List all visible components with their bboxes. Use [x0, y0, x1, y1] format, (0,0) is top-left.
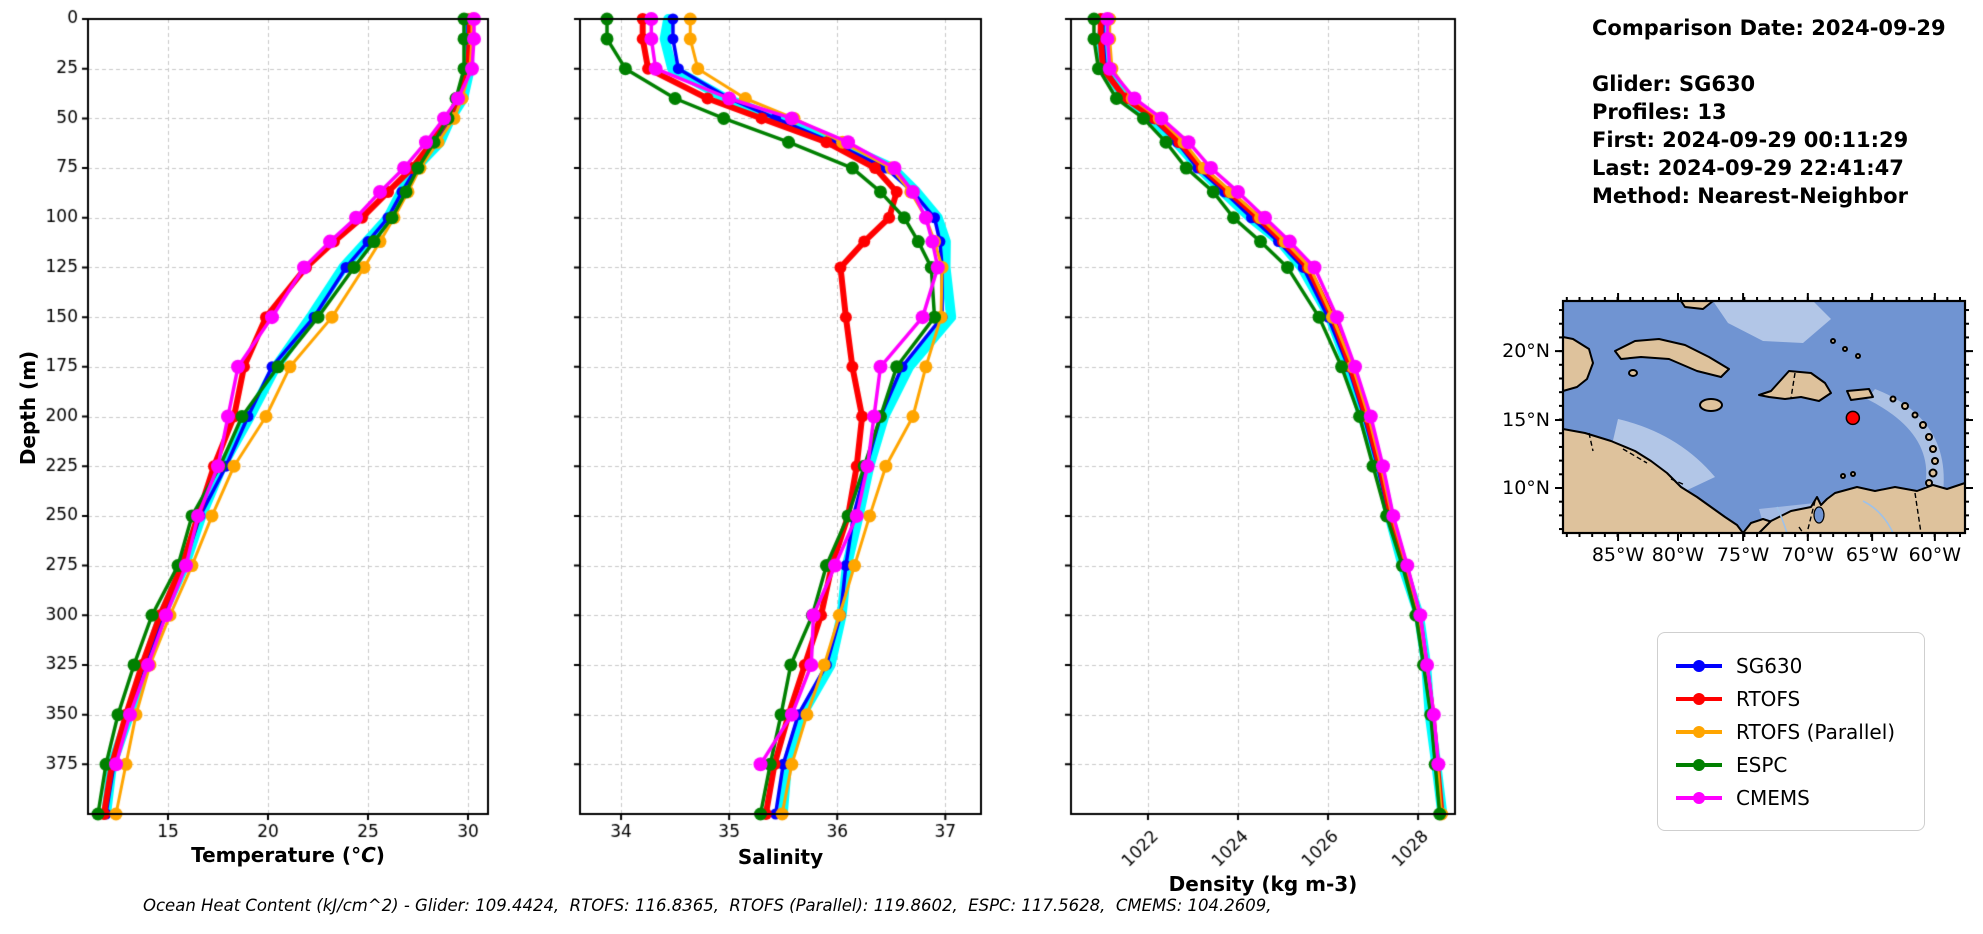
temperature-axis-label-text: Temperature ( — [191, 843, 352, 867]
map-lat-label: 15°N — [1502, 409, 1550, 431]
legend-item-sg630: SG630 — [1676, 649, 1906, 682]
info-line-0: Comparison Date: 2024-09-29 — [1592, 16, 1946, 40]
density-axis-label: Density (kg m-3) — [1168, 872, 1358, 896]
legend-label: RTOFS — [1736, 686, 1801, 711]
legend-line-swatch — [1676, 692, 1722, 705]
map-central-america — [1562, 428, 1744, 534]
map-lon-label: 60°W — [1909, 544, 1962, 563]
info-line-5: Last: 2024-09-29 22:41:47 — [1592, 156, 1904, 180]
temperature-axis-unit: °C — [351, 843, 376, 867]
map-jamaica — [1699, 398, 1723, 412]
map-inset-wrap: 85°W 80°W 75°W 70°W 65°W 60°W 20°N 15°N 10°N — [1501, 287, 1979, 566]
legend-marker-dot — [1693, 791, 1705, 804]
map-lake-maracaibo — [1813, 506, 1825, 524]
map-lon-label: 80°W — [1652, 544, 1705, 563]
info-line-3: Profiles: 13 — [1592, 100, 1727, 124]
map-lon-label: 70°W — [1782, 544, 1835, 563]
temperature-axis-label: Temperature (°C) — [88, 843, 488, 867]
map-puerto-rico — [1846, 388, 1874, 401]
series-legend: SG630 RTOFS RTOFS (Parallel) ESPC CMEMS — [1657, 632, 1925, 831]
legend-item-rtofs: RTOFS — [1676, 682, 1906, 715]
legend-line-swatch — [1676, 725, 1722, 738]
legend-label: ESPC — [1736, 752, 1788, 777]
info-line-1 — [1592, 42, 1946, 70]
map-lat-label: 20°N — [1502, 340, 1550, 362]
map-cuba — [1614, 338, 1730, 378]
legend-label: SG630 — [1736, 653, 1803, 678]
map-yucatan — [1562, 336, 1594, 392]
map-lat-label: 10°N — [1502, 477, 1550, 499]
map-lon-label: 85°W — [1592, 544, 1645, 563]
map-tick-labels: 85°W 80°W 75°W 70°W 65°W 60°W 20°N 15°N 10°N — [1502, 340, 1962, 566]
map-lon-label: 75°W — [1717, 544, 1770, 563]
map-land-masses — [1562, 300, 1966, 534]
depth-axis-label: Depth (m) — [16, 350, 40, 466]
legend-marker-dot — [1693, 725, 1705, 738]
info-line-2: Glider: SG630 — [1592, 72, 1756, 96]
ocean-heat-content-text: Ocean Heat Content (kJ/cm^2) - Glider: 1… — [143, 896, 1272, 915]
legend-item-espc: ESPC — [1676, 748, 1906, 781]
map-country-borders — [1588, 372, 1922, 534]
legend-marker-dot — [1693, 659, 1705, 672]
legend-line-swatch — [1676, 791, 1722, 804]
glider-location-marker — [1845, 410, 1861, 426]
map-lon-label: 65°W — [1846, 544, 1899, 563]
info-line-6: Method: Nearest-Neighbor — [1592, 184, 1908, 208]
legend-label: CMEMS — [1736, 785, 1810, 810]
legend-line-swatch — [1676, 659, 1722, 672]
map-hispaniola — [1758, 370, 1832, 402]
comparison-info-panel: Comparison Date: 2024-09-29 Glider: SG63… — [1592, 14, 1946, 210]
legend-marker-dot — [1693, 692, 1705, 705]
map-rivers — [1776, 500, 1894, 534]
info-line-4: First: 2024-09-29 00:11:29 — [1592, 128, 1909, 152]
legend-item-rtofs-parallel-: RTOFS (Parallel) — [1676, 715, 1906, 748]
legend-item-cmems: CMEMS — [1676, 781, 1906, 814]
salinity-axis-label: Salinity — [737, 845, 824, 869]
map-inset: 85°W 80°W 75°W 70°W 65°W 60°W 20°N 15°N 10°N — [1502, 293, 1973, 566]
legend-label: RTOFS (Parallel) — [1736, 719, 1896, 744]
legend-line-swatch — [1676, 758, 1722, 771]
map-frame — [1561, 299, 1967, 535]
legend-marker-dot — [1693, 758, 1705, 771]
temperature-axis-label-close: ) — [375, 843, 385, 867]
map-lesser-antilles — [1628, 338, 1939, 487]
